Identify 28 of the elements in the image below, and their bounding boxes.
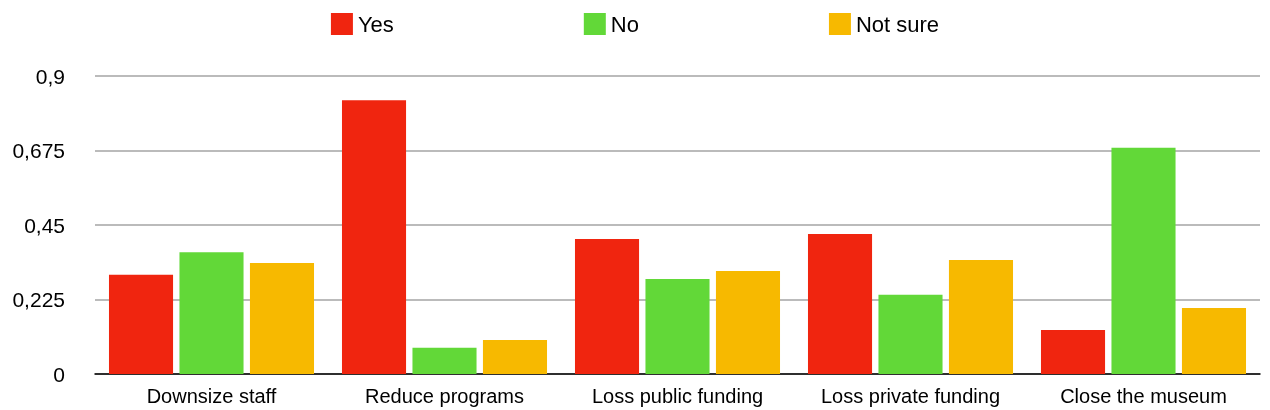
bar <box>249 263 315 374</box>
x-tick-label: Close the museum <box>1060 385 1227 407</box>
x-tick-label: Loss private funding <box>820 385 1001 407</box>
legend-label: No <box>610 11 639 37</box>
x-tick-label: Downsize staff <box>146 385 277 407</box>
y-tick-label: 0,675 <box>12 139 65 162</box>
y-tick-label: 0,9 <box>35 64 65 88</box>
bar <box>807 233 873 374</box>
bar <box>878 294 943 374</box>
x-tick-label: Loss public funding <box>591 385 764 407</box>
y-tick-label: 0 <box>53 362 65 386</box>
bar <box>412 347 477 374</box>
bar <box>179 252 244 374</box>
bar <box>482 339 548 374</box>
y-tick-label: 0,225 <box>12 288 65 311</box>
bar <box>341 100 407 374</box>
legend-label: Yes <box>357 11 394 37</box>
bar <box>948 260 1014 374</box>
bar <box>108 274 174 374</box>
legend-label: Not sure <box>855 11 940 37</box>
bar <box>645 278 710 374</box>
bar <box>1181 308 1247 374</box>
x-tick-label: Reduce programs <box>365 385 524 407</box>
bar <box>1040 329 1106 374</box>
bar <box>715 271 781 374</box>
y-tick-label: 0,45 <box>24 213 65 237</box>
bar <box>1111 147 1176 374</box>
bar <box>574 238 640 374</box>
